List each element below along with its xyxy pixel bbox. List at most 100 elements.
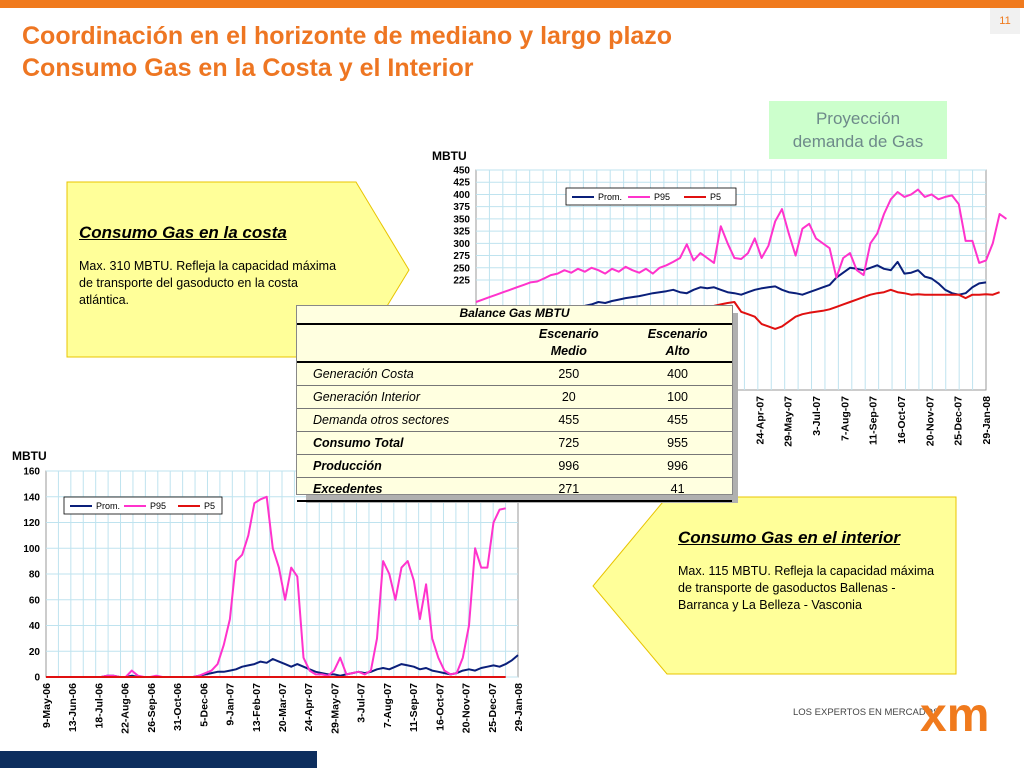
x-tick-label: 29-Jan-08 <box>981 396 993 445</box>
x-tick-label: 25-Dec-07 <box>487 683 499 733</box>
y-tick-label: 425 <box>453 178 470 189</box>
x-tick-label: 7-Aug-07 <box>382 683 394 728</box>
series-line-p95 <box>475 188 1007 303</box>
row-label: Generación Interior <box>297 385 515 409</box>
chart-legend: Prom. P95 P5 <box>63 496 223 515</box>
y-tick-label: 275 <box>453 251 470 262</box>
y-tick-label: 300 <box>453 239 470 250</box>
y-tick-label: 40 <box>29 621 41 632</box>
slide-title: Coordinación en el horizonte de mediano … <box>22 20 962 84</box>
table-row: Demanda otros sectores 455 455 <box>297 408 732 432</box>
projection-line-1: Proyección <box>815 109 901 128</box>
x-tick-label: 20-Nov-07 <box>461 683 473 733</box>
row-alto: 100 <box>623 385 732 409</box>
chart-interior-svg: 0 20 40 60 80 100 120 140 160 MBTU 9-May-06 13-Jun-… <box>12 449 525 734</box>
y-tick-label: 375 <box>453 202 470 213</box>
y-tick-label: 160 <box>23 467 40 478</box>
x-tick-label: 18-Jul-06 <box>93 683 105 729</box>
y-tick-label: 350 <box>453 214 470 225</box>
page-number: 11 <box>990 8 1020 34</box>
y-tick-label: 80 <box>29 570 41 581</box>
x-tick-label: 26-Sep-06 <box>146 683 158 733</box>
table-row: Generación Interior 20 100 <box>297 385 732 409</box>
x-tick-label: 7-Aug-07 <box>839 396 851 441</box>
x-tick-label: 29-Jan-08 <box>513 683 525 732</box>
xm-logo-letters: xm <box>920 689 989 742</box>
x-tick-label: 16-Oct-07 <box>896 396 908 444</box>
y-tick-label: 450 <box>453 166 470 177</box>
balance-header-alto: Escenario Alto <box>623 323 732 363</box>
top-accent-bar <box>0 0 1024 8</box>
x-tick-label: 9-Jan-07 <box>225 683 237 726</box>
legend-label: P5 <box>710 192 721 202</box>
title-line-2: Consumo Gas en la Costa y el Interior <box>22 54 474 82</box>
x-tick-label: 22-Aug-06 <box>120 683 132 734</box>
balance-table: Balance Gas MBTU Escenario Medio Escenar… <box>296 305 733 502</box>
table-row: Producción 996 996 <box>297 454 732 478</box>
chart-legend: Prom. P95 P5 <box>565 187 737 206</box>
y-tick-label: 120 <box>23 518 40 529</box>
balance-table-title: Balance Gas MBTU <box>459 306 570 320</box>
projection-line-2: demanda de Gas <box>792 132 924 151</box>
x-tick-label: 24-Apr-07 <box>303 683 315 732</box>
x-tick-label: 11-Sep-07 <box>408 683 420 732</box>
xm-logo-icon: xm <box>920 689 989 742</box>
x-tick-label: 25-Dec-07 <box>953 396 965 446</box>
legend-label: P95 <box>654 192 670 202</box>
row-label: Generación Costa <box>297 362 515 386</box>
y-tick-label: 60 <box>29 595 41 606</box>
row-label: Producción <box>297 454 515 478</box>
title-line-1: Coordinación en el horizonte de mediano … <box>22 22 673 50</box>
x-tick-label: 13-Feb-07 <box>251 683 263 732</box>
x-tick-label: 3-Jul-07 <box>811 396 823 436</box>
row-label: Consumo Total <box>297 431 515 455</box>
row-alto: 996 <box>623 454 732 478</box>
row-label: Demanda otros sectores <box>297 408 515 432</box>
y-tick-label: 325 <box>453 227 470 238</box>
row-medio: 455 <box>514 408 624 432</box>
row-medio: 996 <box>514 454 624 478</box>
y-tick-label: 140 <box>23 492 40 503</box>
callout-interior: Consumo Gas en el interior Max. 115 MBTU… <box>592 496 958 676</box>
row-medio: 250 <box>514 362 624 386</box>
balance-header-empty <box>297 323 515 363</box>
x-tick-label: 20-Nov-07 <box>924 396 936 446</box>
chart-consumo-interior: 0 20 40 60 80 100 120 140 160 MBTU 9-May-06 13-Jun-… <box>0 446 530 756</box>
callout-costa-body: Max. 310 MBTU. Refleja la capacidad máxi… <box>79 259 337 307</box>
row-alto: 455 <box>623 408 732 432</box>
table-row: Excedentes 271 41 <box>297 477 732 502</box>
table-row: Generación Costa 250 400 <box>297 362 732 386</box>
row-medio: 271 <box>514 477 624 502</box>
x-tick-label: 31-Oct-06 <box>172 683 184 731</box>
row-medio: 725 <box>514 431 624 455</box>
y-tick-label: 20 <box>29 647 41 658</box>
x-tick-label: 3-Jul-07 <box>356 683 368 723</box>
y-tick-label: 0 <box>34 673 40 684</box>
y-unit-label: MBTU <box>432 149 467 163</box>
legend-label: Prom. <box>598 192 622 202</box>
legend-label: P95 <box>150 501 166 511</box>
footer-bar <box>0 751 317 768</box>
y-tick-label: 225 <box>453 276 470 287</box>
balance-header-row: Escenario Medio Escenario Alto <box>297 323 732 363</box>
row-alto: 400 <box>623 362 732 386</box>
y-tick-label: 100 <box>23 544 40 555</box>
legend-label: Prom. <box>96 501 120 511</box>
y-tick-label: 250 <box>453 263 470 274</box>
table-row: Consumo Total 725 955 <box>297 431 732 455</box>
callout-costa-title: Consumo Gas en la costa <box>79 223 287 242</box>
x-tick-label: 29-May-07 <box>783 396 795 447</box>
balance-header-medio: Escenario Medio <box>514 323 624 363</box>
x-tick-label: 20-Mar-07 <box>277 683 289 732</box>
legend-label: P5 <box>204 501 215 511</box>
projection-label: Proyección demanda de Gas <box>769 101 947 159</box>
y-tick-label: 400 <box>453 190 470 201</box>
row-label: Excedentes <box>297 477 515 502</box>
row-alto: 955 <box>623 431 732 455</box>
legend-box <box>565 187 737 206</box>
row-medio: 20 <box>514 385 624 409</box>
x-tick-label: 16-Oct-07 <box>434 683 446 731</box>
callout-interior-title: Consumo Gas en el interior <box>678 528 900 547</box>
x-tick-label: 13-Jun-06 <box>67 683 79 732</box>
callout-interior-body: Max. 115 MBTU. Refleja la capacidad máxi… <box>678 564 935 612</box>
